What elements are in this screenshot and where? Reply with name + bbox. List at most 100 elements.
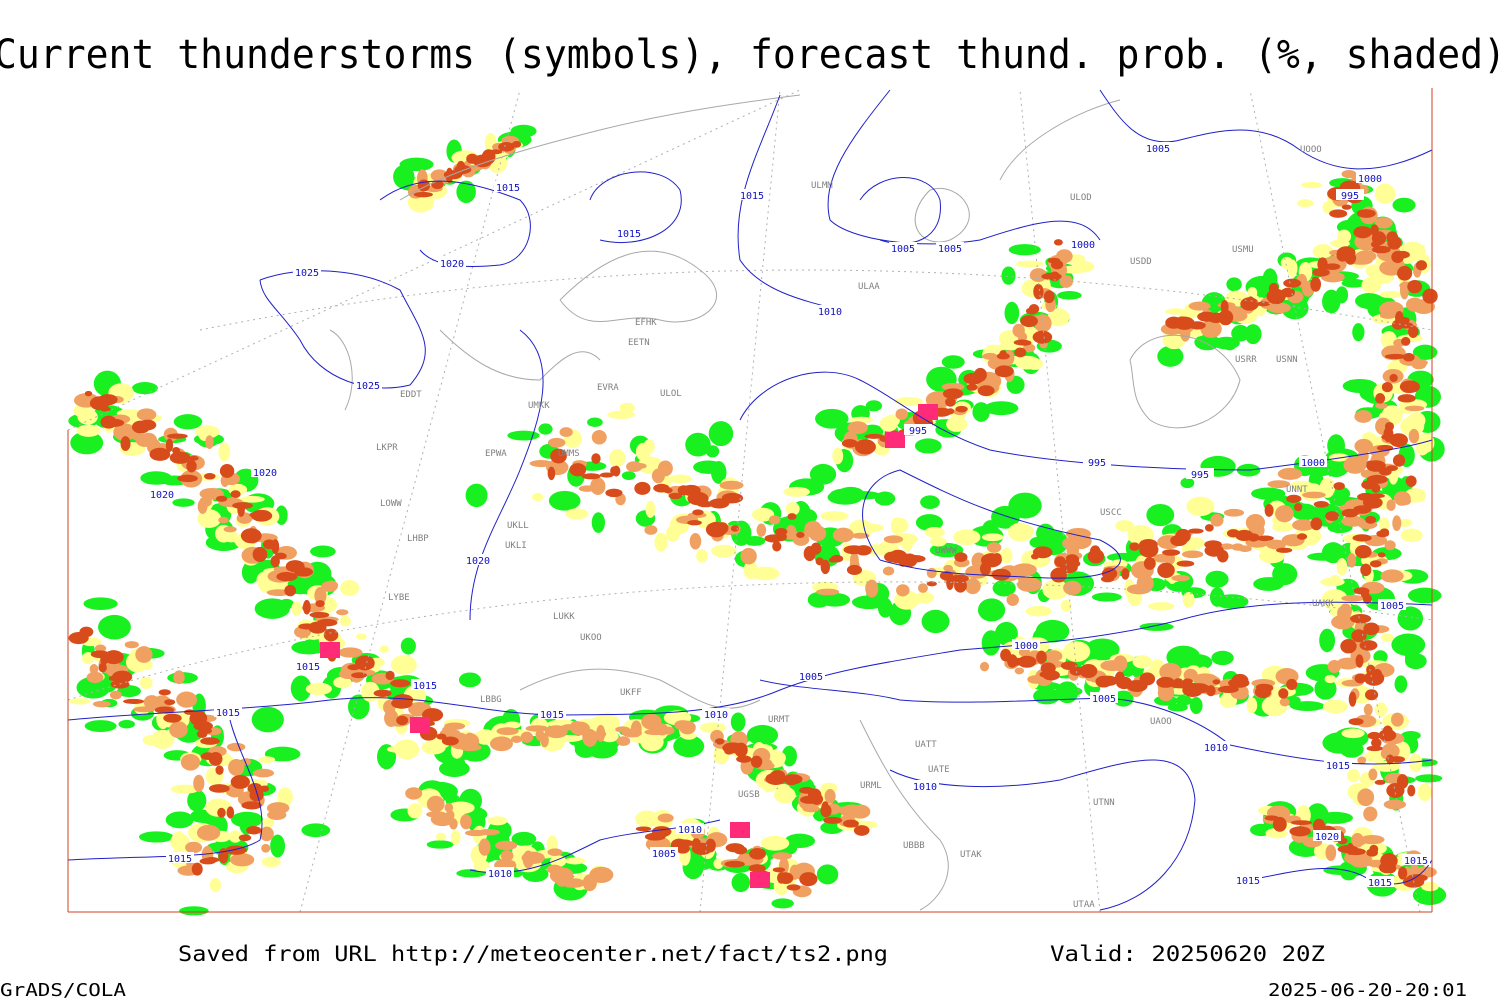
probability-cell [1091, 592, 1122, 602]
probability-cell [169, 451, 191, 464]
probability-cell [208, 784, 230, 793]
probability-cell [284, 584, 297, 597]
probability-cell [1139, 622, 1174, 631]
probability-cell [945, 397, 956, 407]
probability-cell [139, 676, 153, 689]
probability-cell [164, 699, 176, 706]
probability-cell [1204, 544, 1224, 557]
probability-cell [559, 427, 573, 438]
probability-cell [390, 679, 411, 688]
probability-cell [693, 460, 724, 474]
probability-cell [1320, 577, 1345, 587]
isobar-label: 1010 [913, 782, 937, 793]
probability-cell [165, 811, 194, 829]
probability-cell [547, 848, 563, 856]
probability-cell [1186, 496, 1215, 517]
probability-cell [1146, 503, 1175, 527]
probability-cell [764, 534, 783, 543]
station-label: UTAA [1073, 900, 1095, 910]
probability-cell [1409, 753, 1423, 772]
probability-cell [460, 814, 472, 830]
probability-cell [977, 385, 995, 397]
probability-cell [262, 539, 276, 550]
probability-cell [616, 736, 631, 747]
probability-cell [218, 848, 229, 864]
isobar-label: 1015 [216, 708, 240, 719]
probability-cell [687, 520, 702, 526]
probability-cell [535, 729, 545, 741]
probability-cell [1182, 678, 1193, 685]
probability-cell [261, 856, 281, 868]
probability-cell [1043, 290, 1055, 304]
probability-cell [436, 733, 447, 740]
isobar-label: 1010 [1204, 743, 1228, 754]
coastline [859, 719, 949, 911]
probability-cell [1063, 580, 1082, 596]
probability-cell [1101, 567, 1118, 580]
probability-cell [891, 517, 909, 534]
graticule-line [1249, 89, 1421, 913]
probability-cell [895, 408, 909, 420]
probability-cell [1357, 492, 1375, 501]
probability-cell [1032, 330, 1053, 344]
probability-cell [820, 804, 832, 818]
probability-cell [926, 581, 937, 587]
probability-cell [733, 846, 748, 855]
probability-cell [1296, 533, 1308, 540]
probability-cell [1044, 650, 1063, 662]
probability-cell [645, 500, 656, 518]
probability-cell [1008, 523, 1034, 540]
probability-cell [136, 408, 157, 421]
probability-cell [193, 774, 205, 792]
probability-cell [882, 566, 895, 576]
probability-cell [644, 525, 658, 535]
probability-cell [654, 532, 668, 552]
isobar-label: 1005 [938, 244, 962, 255]
probability-cell [1342, 378, 1378, 393]
isobar-label: 1010 [818, 307, 842, 318]
probability-cell [1312, 244, 1334, 259]
probability-cell [1206, 685, 1216, 697]
probability-cell [426, 840, 454, 849]
probability-cell [1187, 528, 1204, 534]
isobar-label: 1015 [540, 710, 564, 721]
probability-cell [1231, 325, 1250, 342]
coastline [399, 94, 801, 201]
probability-cell [619, 402, 635, 413]
probability-cell [302, 599, 311, 615]
probability-cell [1353, 587, 1370, 595]
probability-cell [199, 858, 216, 865]
probability-cell [1360, 563, 1372, 577]
probability-cell [1182, 592, 1195, 608]
station-label: LBBG [480, 695, 502, 705]
probability-cell [1327, 434, 1345, 458]
isobar-label: 1000 [1014, 641, 1038, 652]
probability-cell [69, 698, 91, 705]
isobars [67, 89, 1433, 911]
probability-cell [309, 611, 330, 618]
probability-cell [590, 477, 606, 495]
probability-cell [1294, 503, 1303, 512]
probability-cell [201, 752, 215, 760]
probability-cell [487, 816, 508, 826]
station-label: ULOL [660, 389, 682, 399]
probability-cell [1406, 297, 1424, 312]
probability-cell [1333, 482, 1345, 491]
probability-cell [1286, 494, 1302, 504]
probability-cell [458, 672, 481, 688]
probability-cell [252, 768, 275, 778]
probability-cell [353, 664, 374, 670]
probability-cell [495, 840, 518, 851]
probability-cell [421, 740, 446, 755]
probability-cell [1182, 683, 1204, 698]
probability-cell [915, 591, 935, 604]
isobar-label: 1015 [617, 229, 641, 240]
probability-cell [477, 828, 500, 836]
station-label: LKPR [376, 443, 398, 453]
probability-cell [1033, 283, 1044, 300]
probability-cell [456, 180, 476, 204]
probability-cell [823, 816, 843, 824]
probability-cell [1392, 319, 1404, 330]
probability-cell [169, 721, 188, 739]
probability-cell [1175, 528, 1191, 544]
